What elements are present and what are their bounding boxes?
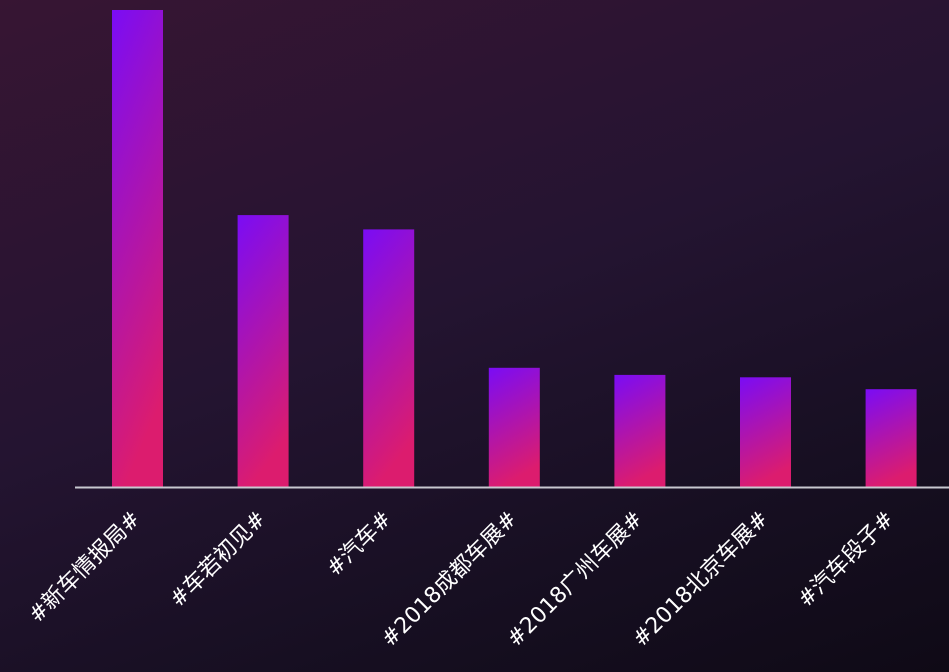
bar: [740, 377, 791, 487]
bar: [363, 229, 415, 487]
x-tick-label: #2018广州车展#: [503, 507, 649, 653]
x-tick-label: #新车情报局#: [24, 507, 146, 629]
bar: [237, 215, 289, 487]
bars-group: [112, 10, 917, 488]
bar: [488, 367, 540, 488]
x-tick-labels: #新车情报局# #车若初见# #汽车##2018成都车展##2018广州车展##20…: [24, 507, 899, 653]
x-tick-label: #2018成都车展#: [377, 507, 523, 653]
bar: [614, 374, 666, 487]
bar: [112, 10, 163, 487]
x-tick-label: #车若初见#: [165, 507, 271, 613]
x-tick-label: #2018北京车展#: [628, 507, 774, 653]
bar: [865, 389, 917, 487]
x-tick-label: #汽车段子#: [793, 507, 899, 613]
x-tick-label: #汽车#: [322, 507, 397, 582]
